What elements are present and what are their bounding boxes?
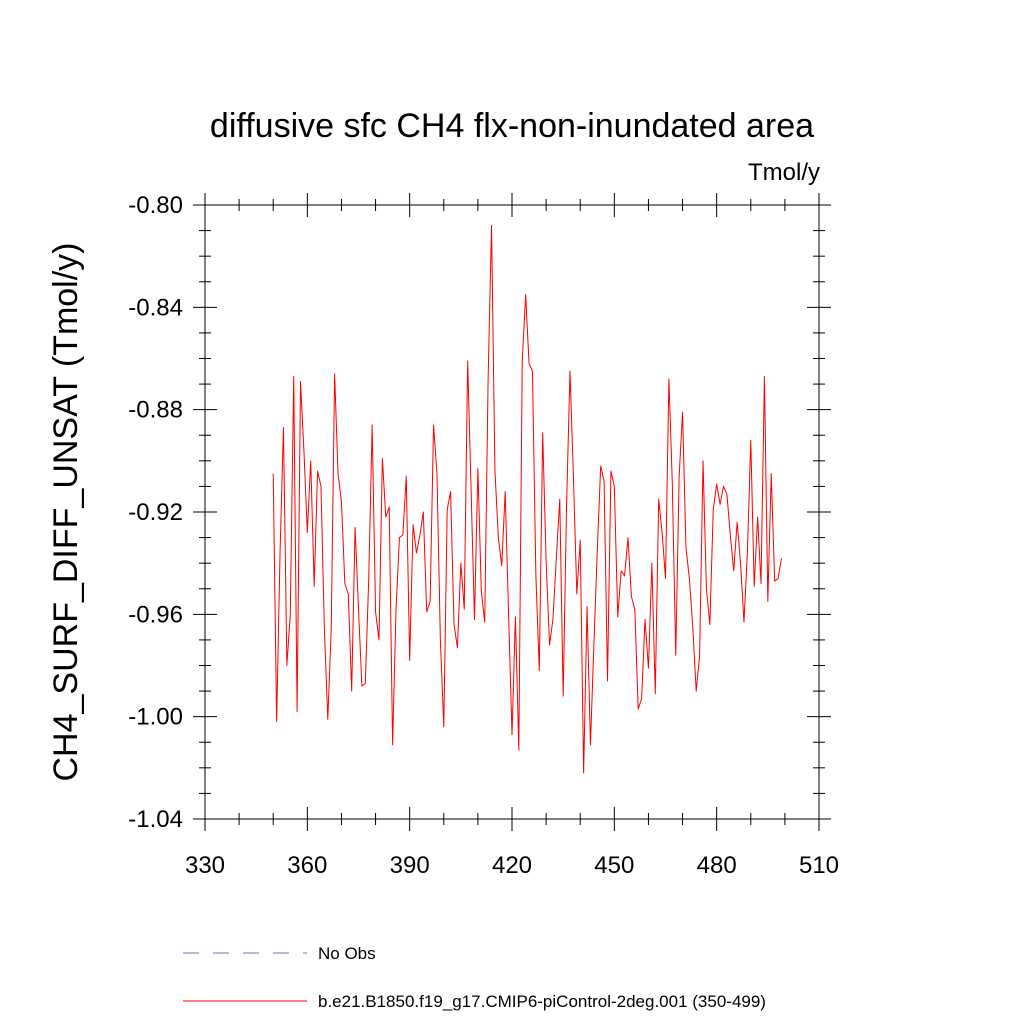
axis-tick-labels: 330 360 390 420 450 480 510 -1.04 -1.00 -0.96 -0.9… xyxy=(128,192,839,879)
y-tick-label: -0.84 xyxy=(128,294,183,321)
plot-series xyxy=(272,224,782,774)
y-tick-label: -1.00 xyxy=(128,704,183,731)
y-tick-label: -0.88 xyxy=(128,397,183,424)
series-line-1 xyxy=(272,224,782,774)
chart-units: Tmol/y xyxy=(748,159,820,186)
y-tick-label: -0.92 xyxy=(128,499,183,526)
chart-title: diffusive sfc CH4 flx-non-inundated area xyxy=(210,107,814,145)
legend: No Obs b.e21.B1850.f19_g17.CMIP6-piContr… xyxy=(183,944,766,1011)
x-tick-label: 510 xyxy=(799,852,839,879)
x-tick-label: 360 xyxy=(287,852,327,879)
axis-ticks xyxy=(193,193,831,831)
x-tick-label: 330 xyxy=(185,852,225,879)
x-tick-label: 420 xyxy=(492,852,532,879)
legend-label-no-obs: No Obs xyxy=(318,944,376,963)
y-tick-label: -1.04 xyxy=(128,806,183,833)
x-tick-label: 480 xyxy=(697,852,737,879)
y-tick-label: -0.80 xyxy=(128,192,183,219)
x-tick-label: 450 xyxy=(594,852,634,879)
x-tick-label: 390 xyxy=(390,852,430,879)
plot-frame xyxy=(204,204,820,820)
y-tick-label: -0.96 xyxy=(128,601,183,628)
y-axis-label: CH4_SURF_DIFF_UNSAT (Tmol/y) xyxy=(47,242,85,781)
legend-label-model-series: b.e21.B1850.f19_g17.CMIP6-piControl-2deg… xyxy=(318,992,766,1011)
